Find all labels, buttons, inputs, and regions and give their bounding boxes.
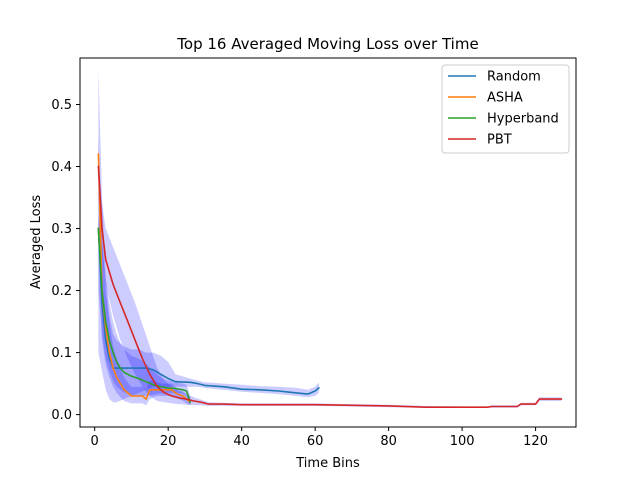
legend-box xyxy=(441,64,570,154)
x-tick-label: 80 xyxy=(380,434,397,449)
y-axis-label: Averaged Loss xyxy=(29,195,44,290)
band-pbt xyxy=(98,154,562,408)
legend-label-random: Random xyxy=(487,70,541,85)
legend-label-hyperband: Hyperband xyxy=(487,112,559,127)
x-tick-label: 120 xyxy=(523,434,548,449)
x-tick-label: 40 xyxy=(233,434,250,449)
legend: Random ASHA Hyperband PBT xyxy=(441,64,570,154)
x-tick-label: 60 xyxy=(307,434,324,449)
y-tick-label: 0.2 xyxy=(51,284,72,299)
y-tick-label: 0.1 xyxy=(51,346,72,361)
series-lines xyxy=(97,153,563,409)
x-axis-ticks: 0 20 40 60 80 100 120 xyxy=(91,427,548,449)
y-tick-label: 0.3 xyxy=(51,222,72,237)
legend-label-asha: ASHA xyxy=(487,91,523,106)
x-tick-label: 100 xyxy=(450,434,475,449)
x-tick-label: 20 xyxy=(160,434,177,449)
plot-frame xyxy=(79,57,577,428)
band-hyperband xyxy=(98,216,191,406)
legend-label-pbt: PBT xyxy=(487,133,512,148)
series-line-asha xyxy=(97,153,192,404)
series-line-pbt xyxy=(97,165,563,409)
x-axis-label: Time Bins xyxy=(295,456,360,471)
y-tick-label: 0.0 xyxy=(51,408,72,423)
y-tick-label: 0.5 xyxy=(51,98,72,113)
chart-title: Top 16 Averaged Moving Loss over Time xyxy=(176,35,478,53)
series-line-hyperband xyxy=(97,227,192,404)
y-axis-ticks: 0.0 0.1 0.2 0.3 0.4 0.5 xyxy=(51,98,80,423)
x-tick-label: 0 xyxy=(91,434,99,449)
y-tick-label: 0.4 xyxy=(51,160,72,175)
